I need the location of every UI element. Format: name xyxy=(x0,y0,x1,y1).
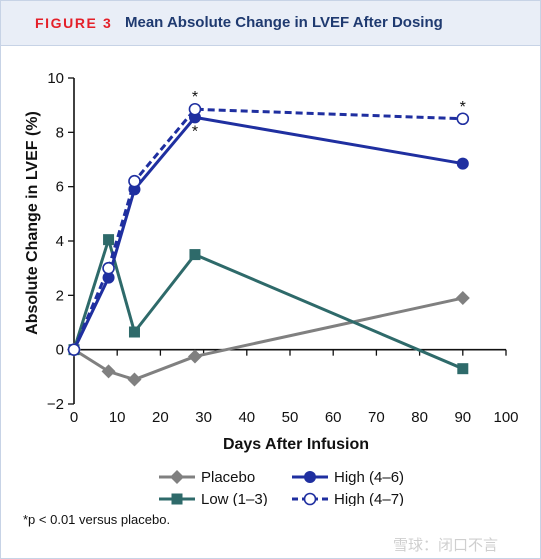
figure-title: Mean Absolute Change in LVEF After Dosin… xyxy=(125,14,443,31)
x-tick-label: 30 xyxy=(195,409,212,426)
series-line-3 xyxy=(72,107,463,351)
data-point-series-3 xyxy=(128,174,141,188)
y-tick-label: 0 xyxy=(56,342,64,359)
data-point-series-3 xyxy=(456,112,470,126)
legend-label: Placebo xyxy=(201,469,255,486)
data-point-series-3 xyxy=(102,261,115,275)
significance-marker: * xyxy=(192,123,198,140)
y-tick-label: 10 xyxy=(47,70,64,87)
x-tick-label: 10 xyxy=(109,409,126,426)
y-tick-label: 2 xyxy=(56,287,64,304)
x-tick-label: 80 xyxy=(411,409,428,426)
legend-label: Low (1–3) xyxy=(201,491,268,506)
figure-header: FIGURE 3 Mean Absolute Change in LVEF Af… xyxy=(1,1,540,46)
x-tick-label: 70 xyxy=(368,409,385,426)
data-point-series-2 xyxy=(456,157,469,170)
data-point-series-0 xyxy=(101,364,116,379)
x-tick-label: 90 xyxy=(454,409,471,426)
x-tick-label: 100 xyxy=(493,409,518,426)
data-point-series-2 xyxy=(102,271,115,284)
figure-label: FIGURE 3 xyxy=(35,15,113,31)
significance-marker: * xyxy=(460,99,466,116)
data-point-series-0 xyxy=(455,291,470,306)
data-point-series-1 xyxy=(457,363,469,375)
y-tick-label: 6 xyxy=(56,179,64,196)
legend-marker xyxy=(304,471,316,483)
line-chart: 0 10 20 30 40 50 60 70 80 90 100 −2 0 2 4 6 8 10 Days Afte… xyxy=(24,70,519,506)
x-tick-label: 50 xyxy=(282,409,299,426)
legend-marker xyxy=(170,470,184,484)
data-point-series-3 xyxy=(188,102,202,116)
legend-marker xyxy=(171,493,183,505)
legend-label: High (4–7) xyxy=(334,491,404,506)
data-point-series-1 xyxy=(128,326,140,338)
legend-marker xyxy=(303,492,317,506)
x-tick-label: 20 xyxy=(152,409,169,426)
y-tick-label: 4 xyxy=(56,233,64,250)
series-line-0 xyxy=(73,296,464,382)
significance-marker: * xyxy=(192,89,198,106)
data-point-series-0 xyxy=(127,372,142,387)
y-axis-title: Absolute Change in LVEF (%) xyxy=(24,111,41,335)
y-tick-label: −2 xyxy=(47,396,64,413)
data-point-series-0 xyxy=(187,349,202,364)
legend-label: High (4–6) xyxy=(334,469,404,486)
data-point-series-3 xyxy=(67,343,81,356)
series-line-2 xyxy=(72,115,464,351)
data-point-series-1 xyxy=(189,249,201,261)
x-tick-label: 40 xyxy=(238,409,255,426)
y-tick-label: 8 xyxy=(56,124,64,141)
watermark: 雪球：闭口不言 xyxy=(393,537,499,554)
x-axis-title: Days After Infusion xyxy=(223,436,369,453)
footnote: *p < 0.01 versus placebo. xyxy=(23,512,171,527)
x-tick-label: 0 xyxy=(70,409,78,426)
data-point-series-1 xyxy=(103,234,115,246)
x-tick-label: 60 xyxy=(325,409,342,426)
